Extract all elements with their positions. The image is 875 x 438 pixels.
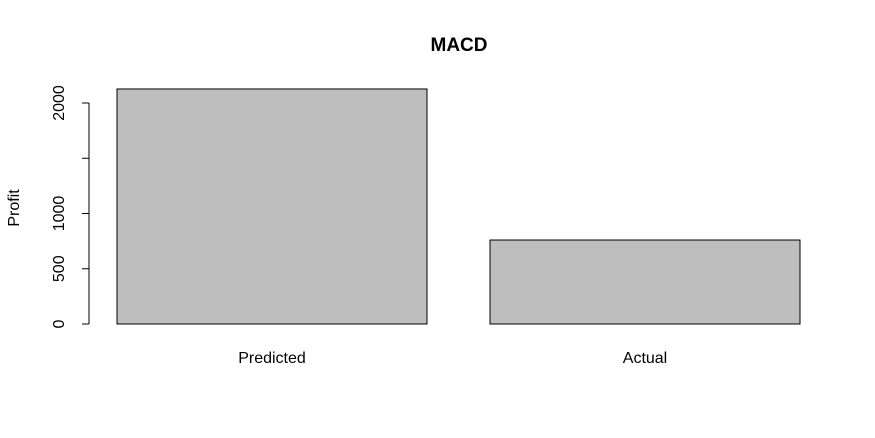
y-axis-label: Profit <box>6 189 23 227</box>
y-tick-label: 500 <box>51 255 68 282</box>
y-tick-label: 0 <box>51 319 68 328</box>
y-tick-label: 2000 <box>51 85 68 121</box>
bar <box>489 239 801 325</box>
y-tick-label: 1000 <box>51 196 68 232</box>
chart-title: MACD <box>431 35 488 56</box>
x-tick-label: Actual <box>623 350 667 367</box>
bar <box>116 88 428 325</box>
x-tick-label: Predicted <box>238 350 306 367</box>
